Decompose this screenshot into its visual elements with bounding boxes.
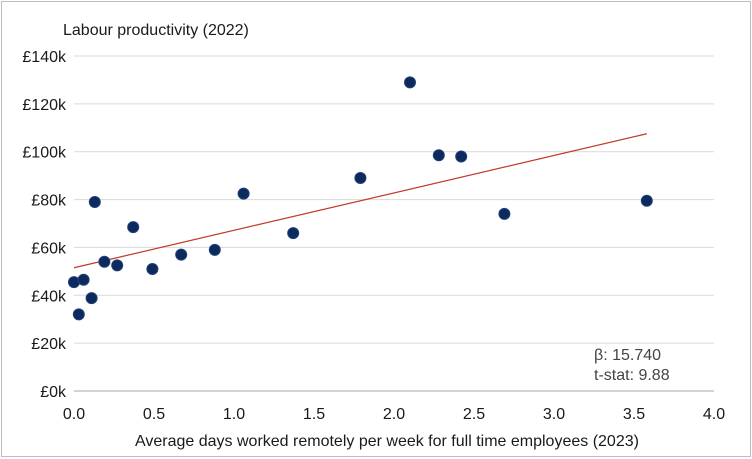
data-point (98, 255, 111, 268)
x-tick-label: 0.5 (143, 406, 165, 423)
y-tick-label: £140k (22, 49, 67, 66)
data-point (237, 187, 250, 200)
y-axis-title: Labour productivity (2022) (63, 22, 249, 39)
x-tick-label: 1.5 (303, 406, 325, 423)
data-points (68, 76, 653, 321)
y-tick-label: £0k (40, 384, 67, 401)
data-point (498, 207, 511, 220)
x-tick-label: 3.0 (543, 406, 565, 423)
x-tick-label: 4.0 (703, 406, 725, 423)
x-tick-label: 3.5 (623, 406, 645, 423)
x-tick-label: 2.0 (383, 406, 405, 423)
data-point (287, 227, 300, 240)
y-tick-labels: £0k £20k £40k £60k £80k £100k £120k £140k (22, 49, 67, 401)
data-point (85, 292, 98, 305)
x-tick-label: 2.5 (463, 406, 485, 423)
trendline (73, 133, 647, 269)
x-tick-label: 0.0 (63, 406, 85, 423)
data-point (175, 248, 188, 261)
data-point (127, 221, 140, 234)
data-point (208, 243, 221, 256)
y-tick-label: £60k (31, 240, 67, 257)
y-tick-label: £120k (22, 97, 67, 114)
data-point (88, 195, 101, 208)
data-point (72, 308, 85, 321)
data-point (354, 172, 367, 185)
x-tick-labels: 0.0 0.5 1.0 1.5 2.0 2.5 3.0 3.5 4.0 (63, 406, 725, 423)
data-point (404, 76, 416, 89)
grid-lines (74, 55, 714, 392)
data-point (640, 194, 653, 207)
y-tick-label: £20k (31, 336, 67, 353)
x-axis-title: Average days worked remotely per week fo… (135, 433, 639, 450)
data-point (455, 150, 468, 163)
data-point (146, 262, 159, 275)
y-tick-label: £80k (31, 193, 67, 210)
data-point (77, 273, 90, 286)
beta-annotation: β: 15.740 (594, 347, 661, 364)
tstat-annotation: t-stat: 9.88 (594, 367, 670, 384)
data-point (111, 259, 124, 272)
x-tick-label: 1.0 (223, 406, 245, 423)
data-point (432, 149, 445, 162)
y-tick-label: £40k (31, 288, 67, 305)
y-tick-label: £100k (22, 145, 67, 162)
